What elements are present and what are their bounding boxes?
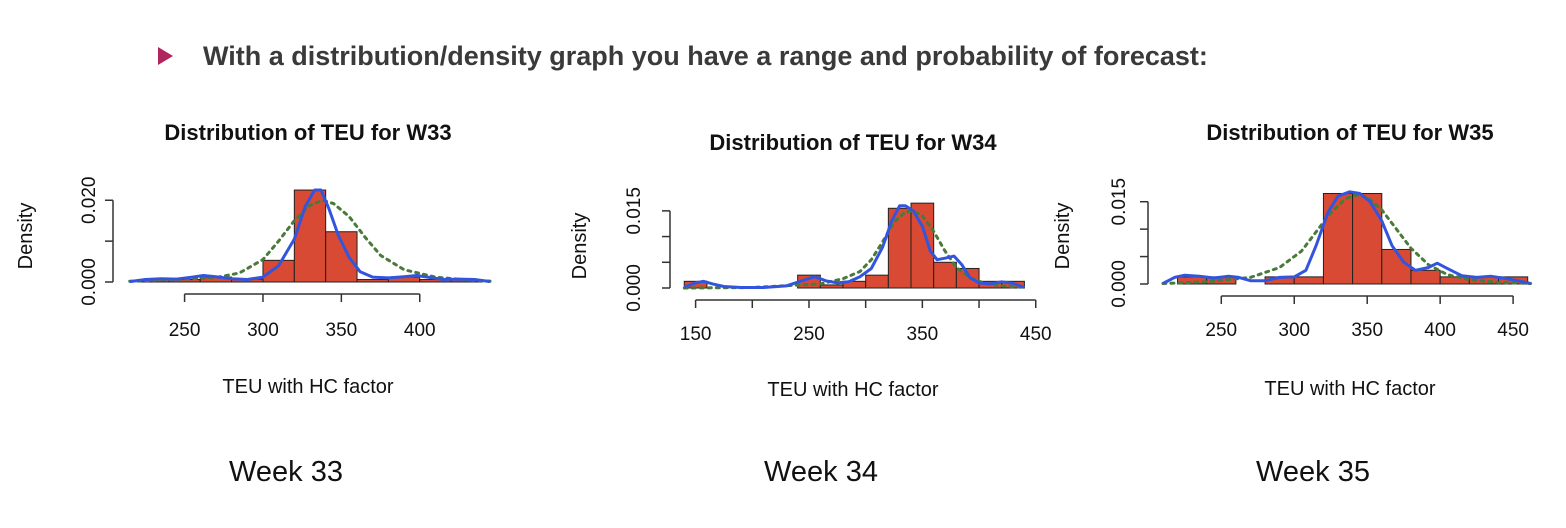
- histogram-bar: [1410, 269, 1441, 285]
- x-tick-label: 350: [1351, 320, 1383, 341]
- x-axis-label: TEU with HC factor: [1264, 378, 1435, 400]
- y-axis-label: Density: [15, 203, 37, 270]
- y-tick-label: 0.000: [79, 258, 100, 306]
- y-tick-label: 0.000: [1109, 260, 1130, 308]
- x-axis-label: TEU with HC factor: [767, 379, 938, 401]
- x-tick-label: 450: [1497, 320, 1529, 341]
- histogram-bar: [955, 267, 980, 289]
- histogram-bar: [1381, 248, 1412, 285]
- y-tick-label: 0.000: [624, 264, 645, 312]
- chart-title: Distribution of TEU for W35: [1206, 120, 1493, 145]
- chart-w35: Distribution of TEU for W35 TEU with HC f…: [1052, 120, 1533, 400]
- chart-w33: Distribution of TEU for W33 TEU with HC f…: [15, 120, 492, 398]
- x-tick-label: 250: [1205, 320, 1237, 341]
- week-caption-35: Week 35: [1256, 456, 1370, 488]
- x-tick-label: 250: [793, 324, 825, 345]
- week-caption-34: Week 34: [764, 456, 878, 488]
- density-curve: [129, 188, 491, 284]
- histogram-bars: [1177, 192, 1529, 285]
- chart-w34: Distribution of TEU for W34 TEU with HC f…: [569, 130, 1052, 401]
- y-axis-label: Density: [569, 213, 591, 280]
- histogram-bar: [933, 261, 957, 289]
- y-tick-label: 0.015: [624, 187, 645, 235]
- chart-title: Distribution of TEU for W33: [164, 120, 451, 145]
- x-tick-label: 350: [907, 324, 939, 345]
- x-tick-label: 300: [247, 320, 279, 341]
- chart-panel-w33: Distribution of TEU for W33 TEU with HC f…: [0, 108, 510, 418]
- normal-curve: [128, 198, 492, 283]
- density-curve: [683, 204, 1025, 289]
- x-tick-label: 300: [1278, 320, 1310, 341]
- header-text: With a distribution/density graph you ha…: [203, 40, 1208, 71]
- x-tick-label: 150: [680, 324, 712, 345]
- chart-title: Distribution of TEU for W34: [709, 130, 997, 155]
- week-caption-33: Week 33: [229, 456, 343, 488]
- x-axis-label: TEU with HC factor: [222, 376, 393, 398]
- histogram-bar: [356, 279, 389, 283]
- x-tick-label: 250: [169, 320, 201, 341]
- x-tick-label: 400: [404, 320, 436, 341]
- histogram-bar: [819, 284, 844, 289]
- chart-panel-w34: Distribution of TEU for W34 TEU with HC f…: [560, 118, 1060, 418]
- histogram-bar: [1293, 276, 1324, 285]
- histogram-bar: [293, 189, 327, 283]
- chart-panel-w35: Distribution of TEU for W35 TEU with HC f…: [1045, 108, 1555, 418]
- x-tick-label: 450: [1020, 324, 1052, 345]
- y-tick-label: 0.015: [1109, 178, 1130, 226]
- bullet-arrow-icon: [158, 47, 173, 65]
- x-tick-label: 400: [1424, 320, 1456, 341]
- histogram-bar: [865, 274, 889, 289]
- slide-header: With a distribution/density graph you ha…: [158, 38, 1208, 74]
- density-curve: [1162, 190, 1531, 285]
- histogram-bar: [325, 231, 358, 283]
- y-axis-label: Density: [1052, 203, 1074, 270]
- histogram-bar: [1352, 192, 1383, 285]
- y-tick-label: 0.020: [79, 176, 100, 224]
- x-tick-label: 350: [326, 320, 358, 341]
